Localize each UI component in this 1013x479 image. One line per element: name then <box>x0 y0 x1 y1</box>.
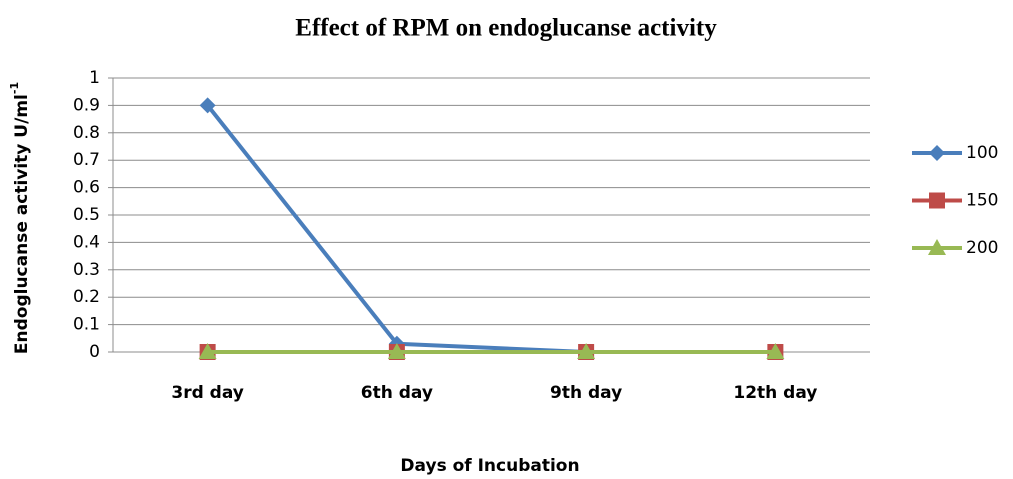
chart-title: Effect of RPM on endoglucanse activity <box>295 15 717 42</box>
x-tick-label: 6th day <box>361 383 433 403</box>
data-point <box>198 343 217 359</box>
y-axis-title-superscript: -1 <box>8 82 21 94</box>
legend-marker <box>929 145 945 161</box>
y-tick-label: 0.1 <box>73 315 100 335</box>
y-tick-label: 0.9 <box>73 95 100 115</box>
legend-marker <box>929 192 945 209</box>
x-axis-title: Days of Incubation <box>400 456 579 476</box>
legend-marker <box>928 239 946 255</box>
x-tick-label: 9th day <box>550 383 622 403</box>
y-axis-title-text: Endoglucanse activity U/ml <box>12 94 32 354</box>
data-point <box>766 343 785 359</box>
y-axis-title: Endoglucanse activity U/ml-1 <box>8 82 32 354</box>
y-tick-label: 0.5 <box>73 205 100 225</box>
y-tick-label: 0.2 <box>73 287 100 307</box>
y-tick-label: 0.8 <box>73 123 100 143</box>
series-line <box>206 104 776 354</box>
x-tick-label: 12th day <box>733 383 817 403</box>
data-point <box>577 343 596 359</box>
y-tick-label: 0.7 <box>73 150 100 170</box>
data-point <box>387 343 406 359</box>
x-tick-label: 3rd day <box>171 383 244 403</box>
legend-label: 200 <box>966 238 998 258</box>
legend-label: 150 <box>966 191 998 211</box>
y-tick-label: 0.3 <box>73 260 100 280</box>
y-tick-label: 1 <box>89 68 100 88</box>
y-tick-label: 0.6 <box>73 178 100 198</box>
y-tick-label: 0 <box>89 342 100 362</box>
data-point <box>199 97 216 114</box>
legend-label: 100 <box>966 143 998 163</box>
y-tick-label: 0.4 <box>73 232 100 252</box>
